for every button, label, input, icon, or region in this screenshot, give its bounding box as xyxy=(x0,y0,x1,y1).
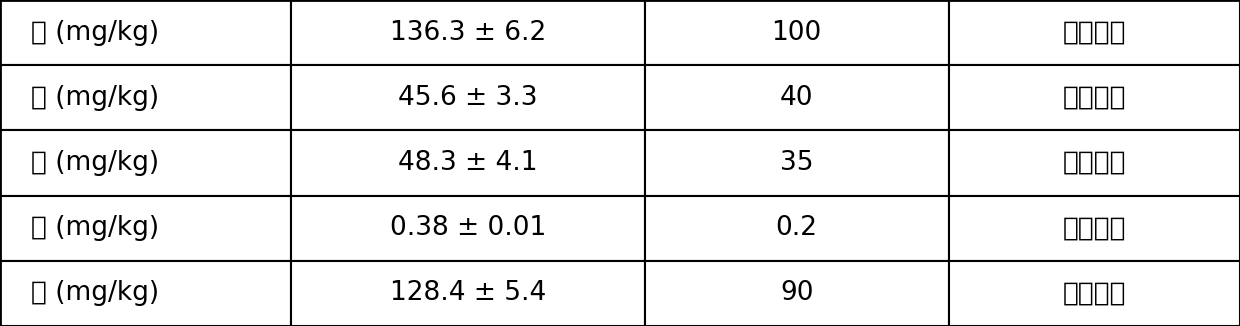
Text: 超出标准: 超出标准 xyxy=(1063,280,1126,306)
Text: 超出标准: 超出标准 xyxy=(1063,20,1126,46)
Text: 128.4 ± 5.4: 128.4 ± 5.4 xyxy=(389,280,547,306)
Bar xyxy=(645,65,949,130)
Bar xyxy=(291,65,645,130)
Bar xyxy=(0,0,291,65)
Bar xyxy=(291,0,645,65)
Bar xyxy=(645,196,949,261)
Bar xyxy=(645,0,949,65)
Text: 90: 90 xyxy=(780,280,813,306)
Bar xyxy=(949,261,1240,326)
Text: 超出标准: 超出标准 xyxy=(1063,215,1126,241)
Bar xyxy=(0,261,291,326)
Bar xyxy=(949,196,1240,261)
Text: 超出标准: 超出标准 xyxy=(1063,150,1126,176)
Bar xyxy=(949,130,1240,196)
Text: 40: 40 xyxy=(780,85,813,111)
Text: 48.3 ± 4.1: 48.3 ± 4.1 xyxy=(398,150,538,176)
Text: 35: 35 xyxy=(780,150,813,176)
Text: 100: 100 xyxy=(771,20,822,46)
Text: 0.38 ± 0.01: 0.38 ± 0.01 xyxy=(389,215,547,241)
Text: 锄 (mg/kg): 锄 (mg/kg) xyxy=(31,20,159,46)
Text: 镍 (mg/kg): 镍 (mg/kg) xyxy=(31,85,159,111)
Bar xyxy=(291,196,645,261)
Bar xyxy=(0,196,291,261)
Bar xyxy=(0,65,291,130)
Text: 镏 (mg/kg): 镏 (mg/kg) xyxy=(31,215,159,241)
Text: 钓 (mg/kg): 钓 (mg/kg) xyxy=(31,280,159,306)
Text: 136.3 ± 6.2: 136.3 ± 6.2 xyxy=(389,20,547,46)
Bar xyxy=(291,130,645,196)
Bar xyxy=(0,130,291,196)
Text: 超出标准: 超出标准 xyxy=(1063,85,1126,111)
Text: 45.6 ± 3.3: 45.6 ± 3.3 xyxy=(398,85,538,111)
Text: 0.2: 0.2 xyxy=(776,215,817,241)
Text: 铅 (mg/kg): 铅 (mg/kg) xyxy=(31,150,159,176)
Bar xyxy=(291,261,645,326)
Bar xyxy=(645,130,949,196)
Bar xyxy=(949,65,1240,130)
Bar xyxy=(645,261,949,326)
Bar xyxy=(949,0,1240,65)
